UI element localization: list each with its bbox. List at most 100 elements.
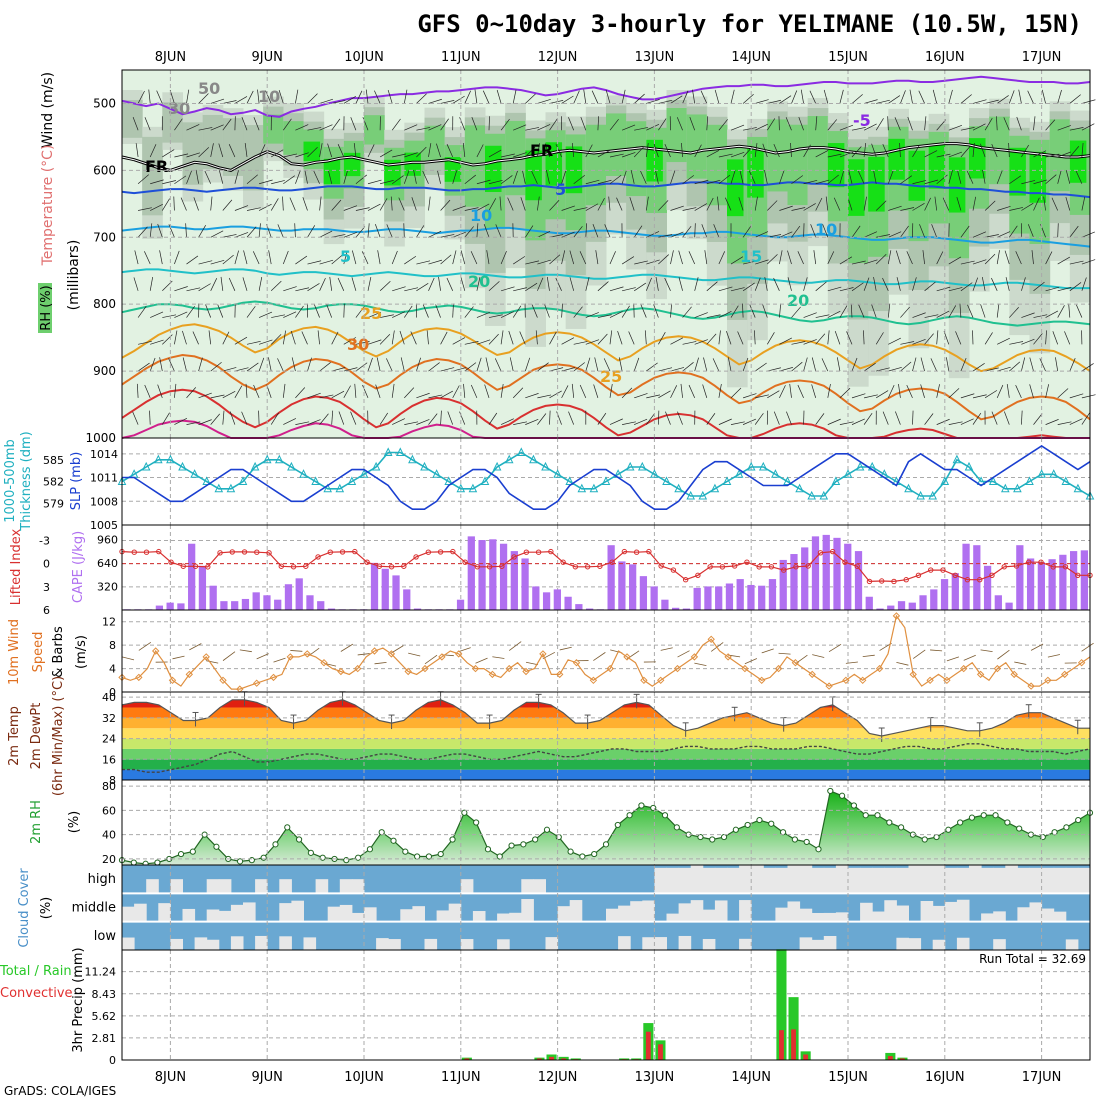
data-point: [471, 664, 480, 673]
wind-barb: [646, 231, 660, 238]
wind-barb: [981, 277, 986, 291]
wind-barb: [500, 286, 515, 292]
wind-barb: [655, 169, 659, 184]
cape-bar: [553, 589, 561, 610]
wind-barb: [827, 310, 841, 318]
wind-barb: [730, 256, 744, 265]
data-point: [337, 667, 345, 676]
wind-barb: [573, 207, 588, 211]
data-point: [508, 842, 515, 849]
wind-barb: [812, 654, 825, 658]
data-point: [1075, 572, 1081, 578]
data-point: [695, 572, 701, 578]
wind-barb: [1057, 223, 1059, 238]
wind-barb: [895, 250, 901, 265]
wind-barb: [839, 387, 851, 399]
wind-barb: [839, 170, 845, 184]
data-point: [850, 802, 858, 809]
data-point: [516, 447, 526, 456]
cloud-cell: [1053, 867, 1067, 894]
isotherm-label: 10: [815, 220, 837, 239]
wind-barb: [680, 383, 683, 398]
cape-bar: [155, 605, 164, 610]
cape-bar: [854, 551, 863, 610]
wind-barb: [182, 357, 187, 372]
wind-barb: [319, 143, 323, 158]
data-point: [964, 461, 974, 471]
wind-barb: [239, 649, 252, 653]
wind-barb: [416, 146, 427, 158]
temp-band: [122, 728, 1090, 739]
wind-barb: [228, 277, 236, 291]
wind-barb: [706, 116, 709, 131]
wind-barb: [1027, 90, 1034, 104]
temp-band: [122, 748, 1090, 760]
wind-barb: [561, 385, 569, 399]
rh-band: [1029, 151, 1047, 203]
wind-barb: [609, 418, 623, 425]
wind-barb: [544, 143, 550, 158]
wind-barb: [282, 250, 289, 265]
cape-bar: [1037, 562, 1045, 610]
wind-barb: [803, 180, 818, 185]
wind-barb: [825, 196, 829, 211]
wind-barb: [258, 311, 273, 318]
wind-barb: [603, 358, 611, 372]
cape-bar: [166, 602, 174, 610]
wind-barb: [827, 119, 838, 131]
rh-band: [142, 136, 163, 216]
data-point: [303, 650, 311, 658]
wind-barb: [464, 207, 479, 211]
data-point: [229, 549, 235, 555]
wind-barb: [609, 383, 613, 398]
data-point: [710, 483, 720, 493]
rh-band: [263, 114, 284, 144]
data-point: [952, 454, 962, 464]
wind-barb: [1045, 310, 1059, 318]
wind-barb: [811, 357, 817, 372]
wind-barb: [706, 281, 718, 292]
isotherm-label: 10: [258, 87, 280, 106]
wind-barb: [898, 383, 901, 398]
wind-barb: [1033, 150, 1047, 158]
wind-barb: [726, 330, 732, 345]
cloud-cell: [896, 937, 909, 950]
data-point: [1013, 483, 1022, 493]
wind-barb: [749, 170, 756, 184]
cape-bar: [188, 543, 196, 610]
cape-bar: [973, 545, 981, 610]
cape-bar: [768, 579, 777, 610]
wind-barb: [681, 143, 683, 158]
data-point: [214, 483, 224, 493]
wind-barb: [863, 330, 865, 345]
wind-barb: [357, 653, 370, 656]
wind-barb: [845, 661, 858, 664]
wind-barb: [413, 169, 417, 184]
wind-barb: [392, 311, 406, 318]
wind-barb: [730, 151, 745, 158]
y-tick-label: 8: [109, 774, 116, 787]
wind-barb: [706, 197, 714, 211]
data-point: [579, 853, 586, 860]
wind-barb: [355, 207, 370, 211]
wind-barb: [1081, 231, 1095, 238]
wind-barb: [258, 144, 266, 158]
wind-barb: [301, 331, 308, 345]
wind-barb: [561, 303, 563, 318]
wind-barb: [634, 282, 647, 292]
date-label-bottom: 17JUN: [1022, 1070, 1062, 1085]
wind-barb: [246, 362, 259, 372]
data-point: [532, 836, 539, 843]
cloud-cell: [1077, 867, 1091, 894]
wind-barb: [621, 89, 626, 104]
data-point: [364, 559, 370, 565]
wind-barb: [936, 418, 950, 425]
wind-barb: [688, 384, 696, 398]
data-point: [359, 469, 369, 478]
cloud-cell: [981, 913, 994, 922]
y-tick-label: 60: [102, 804, 116, 817]
wind-barb: [452, 250, 457, 265]
wind-barb: [138, 340, 152, 345]
cape-bar: [736, 579, 744, 610]
